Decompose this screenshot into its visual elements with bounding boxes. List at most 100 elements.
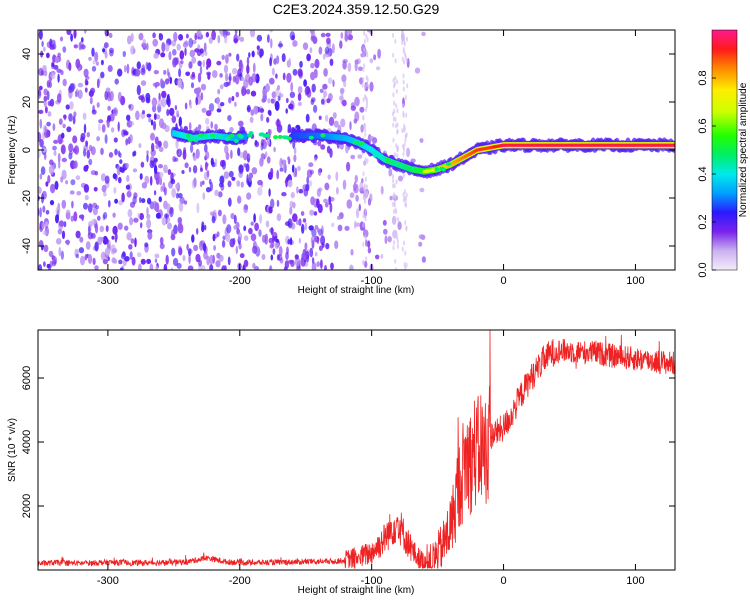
noise-speckle	[298, 70, 303, 79]
noise-speckle	[238, 59, 243, 70]
noise-speckle	[151, 98, 157, 107]
noise-speckle	[391, 202, 394, 207]
noise-speckle	[178, 68, 182, 78]
noise-speckle	[63, 221, 67, 228]
noise-speckle	[270, 254, 274, 261]
noise-speckle	[256, 34, 263, 42]
noise-speckle	[361, 82, 364, 88]
noise-speckle	[58, 220, 65, 227]
noise-speckle	[94, 51, 99, 62]
noise-speckle	[126, 63, 130, 74]
noise-speckle	[166, 109, 170, 116]
noise-speckle	[96, 136, 100, 142]
noise-speckle	[363, 47, 366, 53]
noise-speckle	[219, 175, 225, 185]
noise-speckle	[402, 113, 405, 118]
noise-speckle	[331, 222, 335, 228]
noise-speckle	[223, 64, 229, 74]
noise-speckle	[155, 212, 161, 219]
noise-speckle	[164, 42, 170, 52]
noise-speckle	[205, 110, 212, 117]
snr-y-tick-label: 6000	[21, 366, 33, 390]
noise-speckle	[244, 235, 249, 241]
noise-speckle	[320, 259, 323, 269]
noise-speckle	[117, 68, 123, 77]
noise-speckle	[214, 123, 218, 131]
ridge-highlight	[273, 135, 278, 140]
noise-speckle	[337, 224, 343, 232]
noise-speckle	[167, 169, 172, 175]
noise-speckle	[38, 109, 44, 114]
noise-speckle	[236, 180, 241, 187]
noise-speckle	[147, 62, 152, 72]
noise-speckle	[392, 178, 395, 184]
noise-speckle	[354, 96, 360, 107]
noise-speckle	[135, 68, 141, 77]
noise-speckle	[189, 104, 192, 109]
noise-speckle	[119, 159, 123, 165]
noise-speckle	[146, 150, 149, 155]
noise-speckle	[270, 98, 275, 104]
noise-speckle	[119, 166, 123, 173]
noise-speckle	[392, 116, 395, 122]
noise-speckle	[328, 116, 335, 126]
noise-speckle	[254, 139, 258, 146]
noise-speckle	[265, 220, 270, 228]
noise-speckle	[393, 202, 396, 208]
noise-speckle	[324, 202, 329, 208]
noise-speckle	[38, 150, 41, 159]
noise-speckle	[138, 143, 142, 149]
noise-speckle	[38, 240, 44, 247]
noise-speckle	[176, 43, 181, 51]
noise-speckle	[401, 128, 404, 134]
noise-speckle	[70, 179, 76, 186]
noise-speckle	[81, 214, 84, 222]
noise-speckle	[303, 188, 309, 197]
noise-speckle	[343, 81, 347, 88]
noise-speckle	[198, 240, 204, 251]
noise-speckle	[366, 52, 369, 58]
noise-speckle	[332, 79, 335, 88]
noise-speckle	[142, 38, 147, 48]
noise-speckle	[112, 225, 118, 235]
noise-speckle	[258, 229, 262, 237]
noise-speckle	[104, 90, 109, 101]
noise-speckle	[298, 188, 304, 194]
noise-speckle	[188, 61, 193, 69]
noise-speckle	[229, 238, 235, 248]
snr-y-tick-label: 2000	[21, 494, 33, 518]
spectrogram-marks	[38, 30, 675, 270]
noise-speckle	[403, 126, 406, 132]
spectrogram-y-tick-label: 20	[21, 96, 33, 108]
noise-speckle	[375, 254, 380, 260]
noise-speckle	[56, 93, 62, 103]
noise-speckle	[238, 120, 244, 127]
noise-speckle	[88, 90, 94, 97]
noise-speckle	[161, 217, 167, 226]
noise-speckle	[281, 53, 286, 63]
ridge-highlight	[390, 161, 396, 165]
noise-speckle	[127, 209, 133, 218]
noise-speckle	[270, 227, 274, 236]
noise-speckle	[54, 180, 59, 190]
noise-speckle	[191, 56, 197, 64]
noise-speckle	[150, 119, 154, 126]
noise-speckle	[233, 225, 238, 230]
noise-speckle	[202, 180, 205, 185]
noise-speckle	[362, 241, 365, 247]
noise-speckle	[184, 162, 189, 169]
noise-speckle	[357, 66, 362, 71]
noise-speckle	[294, 254, 299, 260]
noise-speckle	[290, 191, 295, 199]
noise-speckle	[70, 215, 75, 222]
noise-speckle	[178, 34, 184, 41]
colorbar-label: Normalized spectral amplitude	[738, 82, 749, 217]
noise-speckle	[218, 182, 224, 188]
noise-speckle	[349, 192, 355, 199]
noise-speckle	[171, 40, 177, 47]
noise-speckle	[322, 83, 328, 90]
colorbar-frame	[711, 29, 738, 271]
noise-speckle	[68, 150, 73, 156]
noise-speckle	[270, 167, 274, 177]
noise-speckle	[78, 41, 82, 51]
